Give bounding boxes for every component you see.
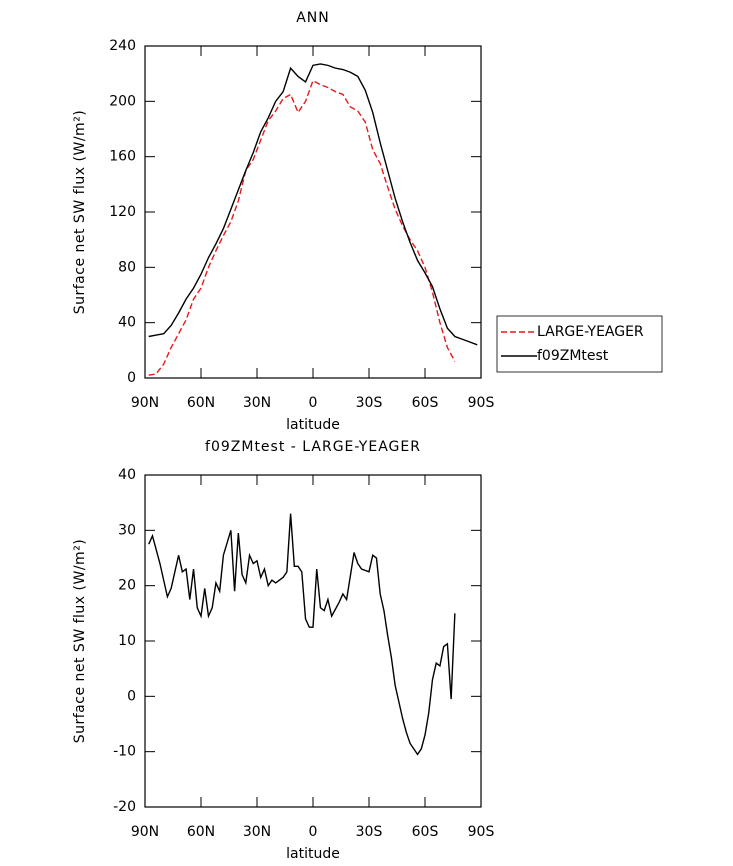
x-tick-label: 30N (243, 824, 271, 840)
chart-title: f09ZMtest - LARGE-YEAGER (205, 439, 421, 455)
series-line (148, 63, 478, 346)
x-axis-label: latitude (286, 846, 340, 862)
y-tick-label: -10 (113, 744, 136, 760)
y-tick-label: 30 (118, 522, 136, 538)
legend-box (496, 315, 663, 373)
legend-label: f09ZMtest (537, 348, 609, 364)
plot-frame (144, 45, 482, 379)
y-tick-label: 20 (118, 578, 136, 594)
legend-label: LARGE-YEAGER (537, 324, 644, 340)
series-line (148, 79, 456, 376)
y-tick-label: 80 (118, 259, 136, 275)
y-axis-label: Surface net SW flux (W/m²) (72, 110, 88, 315)
x-tick-label: 90N (131, 824, 159, 840)
x-tick-label: 0 (309, 824, 318, 840)
x-axis-label: latitude (286, 417, 340, 433)
x-tick-label: 60N (187, 824, 215, 840)
x-tick-label: 60S (412, 395, 439, 411)
x-tick-label: 90N (131, 395, 159, 411)
y-tick-label: 200 (109, 93, 136, 109)
y-tick-label: 240 (109, 38, 136, 54)
x-tick-label: 30S (356, 395, 383, 411)
x-tick-label: 90S (468, 395, 495, 411)
x-tick-label: 0 (309, 395, 318, 411)
y-axis-label: Surface net SW flux (W/m²) (72, 539, 88, 744)
x-tick-label: 90S (468, 824, 495, 840)
data-line (148, 513, 456, 756)
y-tick-label: -20 (113, 799, 136, 815)
y-tick-label: 160 (109, 149, 136, 165)
y-tick-label: 0 (127, 370, 136, 386)
x-tick-label: 30N (243, 395, 271, 411)
plot-frame (144, 474, 482, 808)
y-tick-label: 40 (118, 315, 136, 331)
y-tick-label: 40 (118, 467, 136, 483)
x-tick-label: 60N (187, 395, 215, 411)
x-tick-label: 60S (412, 824, 439, 840)
y-tick-label: 120 (109, 204, 136, 220)
y-tick-label: 10 (118, 633, 136, 649)
y-tick-label: 0 (127, 688, 136, 704)
x-tick-label: 30S (356, 824, 383, 840)
chart-title: ANN (296, 10, 330, 26)
